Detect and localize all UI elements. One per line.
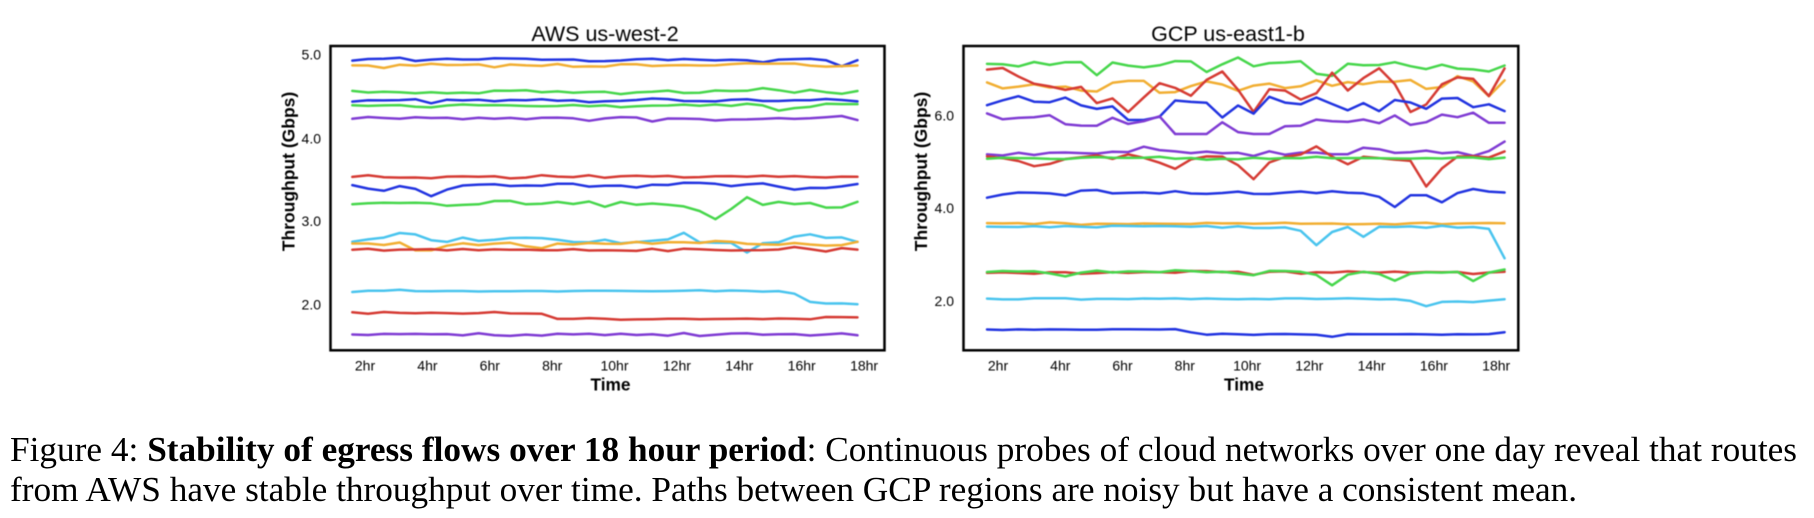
svg-text:2hr: 2hr [355, 357, 376, 373]
svg-text:18hr: 18hr [850, 357, 878, 373]
svg-text:Time: Time [1224, 374, 1264, 394]
svg-text:5.0: 5.0 [302, 46, 322, 62]
svg-text:4.0: 4.0 [935, 200, 955, 216]
svg-text:AWS us-west-2: AWS us-west-2 [531, 22, 678, 46]
svg-text:2.0: 2.0 [302, 296, 322, 312]
svg-text:12hr: 12hr [1295, 357, 1323, 373]
svg-text:Throughput (Gbps): Throughput (Gbps) [279, 92, 299, 251]
svg-text:16hr: 16hr [1420, 357, 1448, 373]
svg-text:4.0: 4.0 [302, 130, 322, 146]
svg-text:Throughput (Gbps): Throughput (Gbps) [911, 92, 931, 251]
svg-text:16hr: 16hr [788, 357, 816, 373]
svg-text:10hr: 10hr [600, 357, 628, 373]
svg-text:6hr: 6hr [480, 357, 501, 373]
svg-text:GCP us-east1-b: GCP us-east1-b [1151, 22, 1305, 46]
svg-text:Time: Time [590, 374, 630, 394]
svg-text:3.0: 3.0 [302, 213, 322, 229]
svg-text:8hr: 8hr [542, 357, 563, 373]
svg-text:14hr: 14hr [725, 357, 753, 373]
svg-text:6.0: 6.0 [935, 107, 955, 123]
svg-text:4hr: 4hr [417, 357, 438, 373]
svg-text:14hr: 14hr [1358, 357, 1386, 373]
svg-text:12hr: 12hr [663, 357, 691, 373]
svg-text:4hr: 4hr [1050, 357, 1071, 373]
svg-text:10hr: 10hr [1233, 357, 1261, 373]
svg-text:2.0: 2.0 [935, 293, 955, 309]
svg-text:18hr: 18hr [1482, 357, 1510, 373]
svg-text:2hr: 2hr [988, 357, 1009, 373]
svg-text:8hr: 8hr [1175, 357, 1196, 373]
svg-text:6hr: 6hr [1112, 357, 1133, 373]
